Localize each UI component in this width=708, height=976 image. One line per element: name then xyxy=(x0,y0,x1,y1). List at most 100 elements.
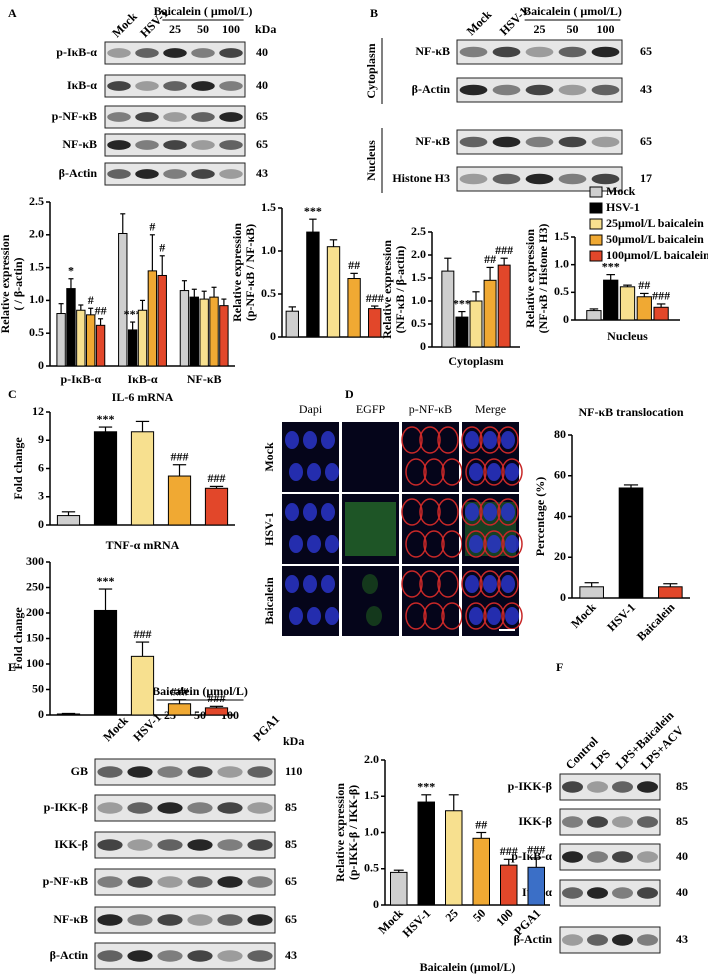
band xyxy=(525,46,554,58)
bar xyxy=(636,296,652,321)
band xyxy=(219,48,243,58)
row-label: NF-κB xyxy=(53,912,88,926)
kda-label: 85 xyxy=(676,779,688,793)
y-tick-label: 40 xyxy=(554,508,566,522)
blot-strip xyxy=(94,831,276,859)
micrograph xyxy=(402,494,459,564)
group-label: Baicalein ( μmol/L) xyxy=(154,4,253,18)
band xyxy=(187,876,213,888)
column-label: Merge xyxy=(475,402,506,416)
cell-outline xyxy=(461,498,483,526)
legend-label: Mock xyxy=(606,184,636,198)
bar xyxy=(93,609,118,716)
band xyxy=(247,950,273,962)
blot-strip xyxy=(104,105,246,129)
y-tick-label: 0.5 xyxy=(364,861,379,875)
x-tick-label: Mock xyxy=(568,600,599,631)
nucleus xyxy=(285,503,299,521)
y-axis-label: (p-IKK-β / IKK-β) xyxy=(346,785,360,880)
nucleus xyxy=(483,503,497,521)
bar xyxy=(326,246,341,338)
y-tick-label: 50 xyxy=(32,681,44,695)
band xyxy=(525,84,554,96)
row-label: β-Actin xyxy=(412,82,451,96)
band xyxy=(247,766,273,778)
dose-label: 50 xyxy=(567,22,579,36)
dose-label: 100 xyxy=(597,22,615,36)
kda-label: 40 xyxy=(256,78,268,92)
legend-swatch xyxy=(589,186,603,198)
bar xyxy=(417,801,435,906)
band xyxy=(127,839,153,851)
lane-label: Mock xyxy=(100,713,131,744)
legend-swatch xyxy=(589,218,603,230)
band xyxy=(187,802,213,814)
chart-title: IL-6 mRNA xyxy=(112,390,174,404)
row-label: β-Actin xyxy=(59,166,98,180)
nucleus xyxy=(307,607,321,625)
y-tick-label: 2.0 xyxy=(411,247,426,261)
band xyxy=(587,934,608,946)
significance-label: *** xyxy=(453,296,471,310)
band xyxy=(562,816,583,828)
row-label: NF-κB xyxy=(62,137,97,151)
x-tick-label: 50 xyxy=(470,906,488,924)
column-label: p-NF-κB xyxy=(409,402,452,416)
row-label: β-Actin xyxy=(50,948,89,962)
band xyxy=(191,81,215,91)
band xyxy=(558,136,587,148)
legend-label: HSV-1 xyxy=(606,200,640,214)
band xyxy=(459,136,488,148)
bar xyxy=(189,296,199,367)
band xyxy=(637,851,658,863)
y-tick-label: 1.5 xyxy=(554,229,569,243)
nucleus xyxy=(505,535,519,553)
band xyxy=(187,914,213,926)
x-tick-label: HSV-1 xyxy=(604,600,638,634)
bar xyxy=(56,313,66,367)
nucleus xyxy=(321,503,335,521)
x-tick-label: p-IκB-α xyxy=(60,372,101,386)
x-tick-label: 100 xyxy=(493,906,516,929)
band xyxy=(191,112,215,122)
band xyxy=(107,81,131,91)
cell-outline xyxy=(479,498,501,526)
band xyxy=(163,112,187,122)
cell-outline xyxy=(465,530,487,558)
significance-label: ## xyxy=(348,258,360,272)
y-axis-label: Percentage (%) xyxy=(533,477,547,556)
significance-label: ## xyxy=(638,278,650,292)
row-label: p-IκB-α xyxy=(56,45,97,59)
cell-outline xyxy=(497,426,519,454)
y-tick-label: 80 xyxy=(554,427,566,441)
band xyxy=(217,839,243,851)
blot-strip xyxy=(94,758,276,786)
significance-label: ### xyxy=(208,471,226,485)
band xyxy=(127,876,153,888)
blot-strip xyxy=(104,162,246,186)
section-label: Nucleus xyxy=(364,140,378,181)
y-axis-label: Fold change xyxy=(11,437,25,500)
significance-label: ## xyxy=(475,817,487,831)
band xyxy=(135,140,159,150)
cell-outline xyxy=(501,530,523,558)
band xyxy=(97,766,123,778)
x-tick-label: Cytoplasm xyxy=(448,354,503,368)
cell-outline xyxy=(401,570,423,598)
nucleus xyxy=(465,431,479,449)
row-label: IKK-β xyxy=(54,837,88,851)
kda-label: 40 xyxy=(676,849,688,863)
bar xyxy=(285,310,299,338)
bar xyxy=(204,487,229,526)
y-tick-label: 2.5 xyxy=(29,194,44,208)
significance-label: *** xyxy=(304,204,322,218)
bar xyxy=(167,703,192,716)
band xyxy=(247,876,273,888)
nucleus xyxy=(303,503,317,521)
band xyxy=(591,173,620,185)
egfp-faint xyxy=(362,574,378,594)
cell-outline xyxy=(419,498,441,526)
y-tick-label: 0.5 xyxy=(261,286,276,300)
cell-outline xyxy=(465,602,487,630)
band xyxy=(217,950,243,962)
